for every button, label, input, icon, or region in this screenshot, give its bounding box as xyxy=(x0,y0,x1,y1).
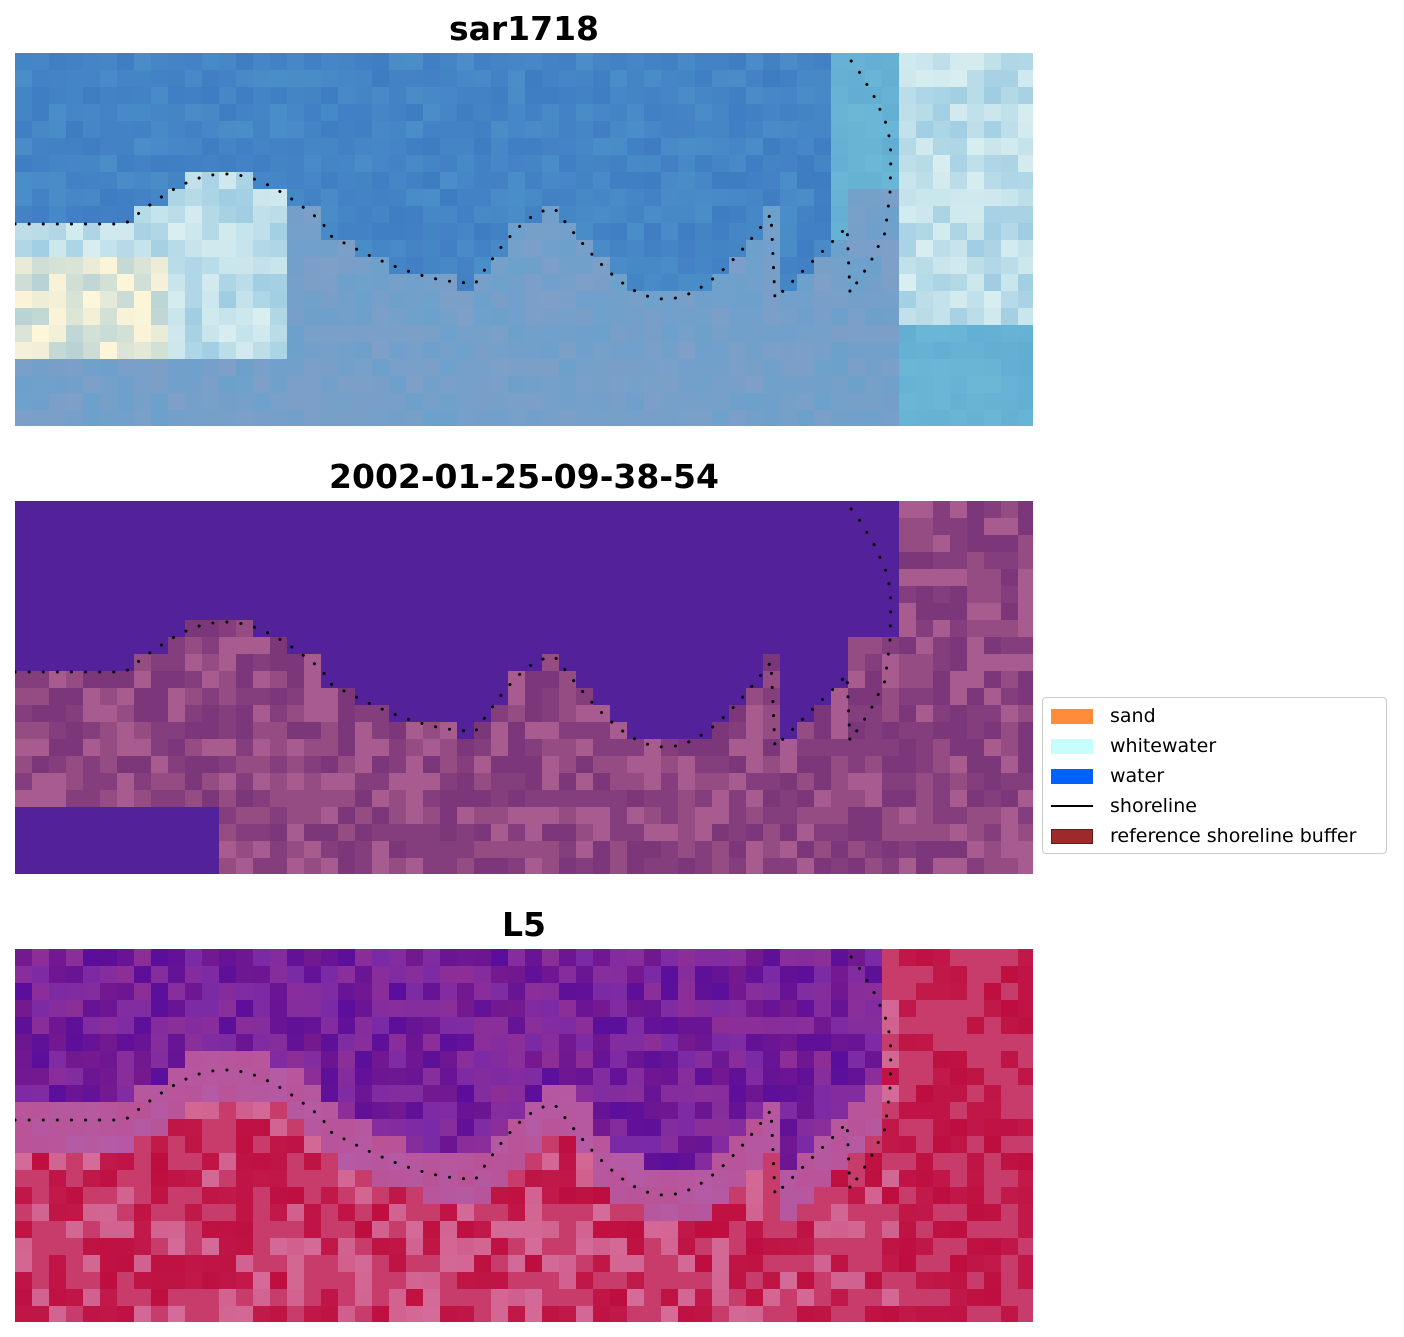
legend-item-water: water xyxy=(1051,765,1164,787)
pixel-grid xyxy=(15,949,1033,1322)
legend: sand whitewater water shoreline referenc… xyxy=(1042,697,1387,854)
water-swatch xyxy=(1051,768,1093,784)
legend-label: whitewater xyxy=(1110,735,1217,757)
legend-label: shoreline xyxy=(1110,795,1197,817)
legend-item-reference-buffer: reference shoreline buffer xyxy=(1051,825,1356,847)
panel-1-canvas xyxy=(15,53,1033,426)
legend-item-whitewater: whitewater xyxy=(1051,735,1216,757)
whitewater-swatch xyxy=(1051,738,1093,754)
shoreline-dotted-line xyxy=(15,56,893,303)
sand-swatch xyxy=(1051,708,1093,724)
panel-3-canvas xyxy=(15,949,1033,1322)
legend-label: sand xyxy=(1110,705,1156,727)
satellite-image-rgb xyxy=(15,53,1033,426)
index-image xyxy=(15,949,1033,1322)
shoreline-swatch xyxy=(1051,805,1093,807)
legend-label: reference shoreline buffer xyxy=(1110,825,1357,847)
legend-item-shoreline: shoreline xyxy=(1051,795,1197,817)
pixel-grid xyxy=(15,501,1033,874)
reference-buffer-swatch xyxy=(1051,828,1093,844)
pixel-grid xyxy=(15,53,1033,426)
shoreline-dotted-line xyxy=(15,504,893,751)
panel-2-canvas xyxy=(15,501,1033,874)
panel-title-3: L5 xyxy=(502,905,546,944)
shoreline-dotted-line xyxy=(15,952,893,1199)
classified-image xyxy=(15,501,1033,874)
legend-item-sand: sand xyxy=(1051,705,1156,727)
legend-label: water xyxy=(1110,765,1165,787)
panel-title-2: 2002-01-25-09-38-54 xyxy=(329,457,719,496)
panel-title-1: sar1718 xyxy=(448,9,600,48)
